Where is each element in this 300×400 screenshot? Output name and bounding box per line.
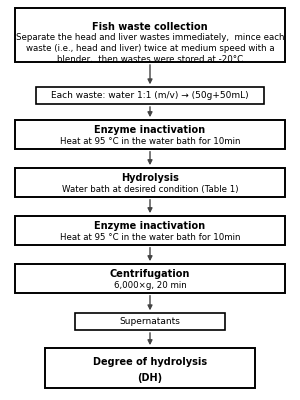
FancyBboxPatch shape bbox=[36, 87, 264, 104]
Text: Heat at 95 °C in the water bath for 10min: Heat at 95 °C in the water bath for 10mi… bbox=[60, 137, 240, 146]
Text: Centrifugation: Centrifugation bbox=[110, 269, 190, 279]
Text: Supernatants: Supernatants bbox=[120, 317, 180, 326]
FancyBboxPatch shape bbox=[75, 313, 225, 330]
Text: Each waste: water 1:1 (m/v) → (50g+50mL): Each waste: water 1:1 (m/v) → (50g+50mL) bbox=[51, 91, 249, 100]
Text: Hydrolysis: Hydrolysis bbox=[121, 173, 179, 183]
FancyBboxPatch shape bbox=[15, 168, 285, 197]
Text: Heat at 95 °C in the water bath for 10min: Heat at 95 °C in the water bath for 10mi… bbox=[60, 233, 240, 242]
FancyBboxPatch shape bbox=[15, 264, 285, 293]
Text: Enzyme inactivation: Enzyme inactivation bbox=[94, 125, 206, 135]
Text: Fish waste collection: Fish waste collection bbox=[92, 22, 208, 32]
Text: Degree of hydrolysis: Degree of hydrolysis bbox=[93, 357, 207, 367]
Text: Water bath at desired condition (Table 1): Water bath at desired condition (Table 1… bbox=[62, 185, 238, 194]
FancyBboxPatch shape bbox=[15, 216, 285, 245]
FancyBboxPatch shape bbox=[15, 120, 285, 149]
Text: (DH): (DH) bbox=[137, 373, 163, 383]
Text: 6,000×g, 20 min: 6,000×g, 20 min bbox=[114, 281, 186, 290]
Text: Enzyme inactivation: Enzyme inactivation bbox=[94, 221, 206, 231]
FancyBboxPatch shape bbox=[45, 348, 255, 388]
FancyBboxPatch shape bbox=[15, 8, 285, 62]
Text: Separate the head and liver wastes immediately,  mince each
waste (i.e., head an: Separate the head and liver wastes immed… bbox=[16, 32, 284, 64]
